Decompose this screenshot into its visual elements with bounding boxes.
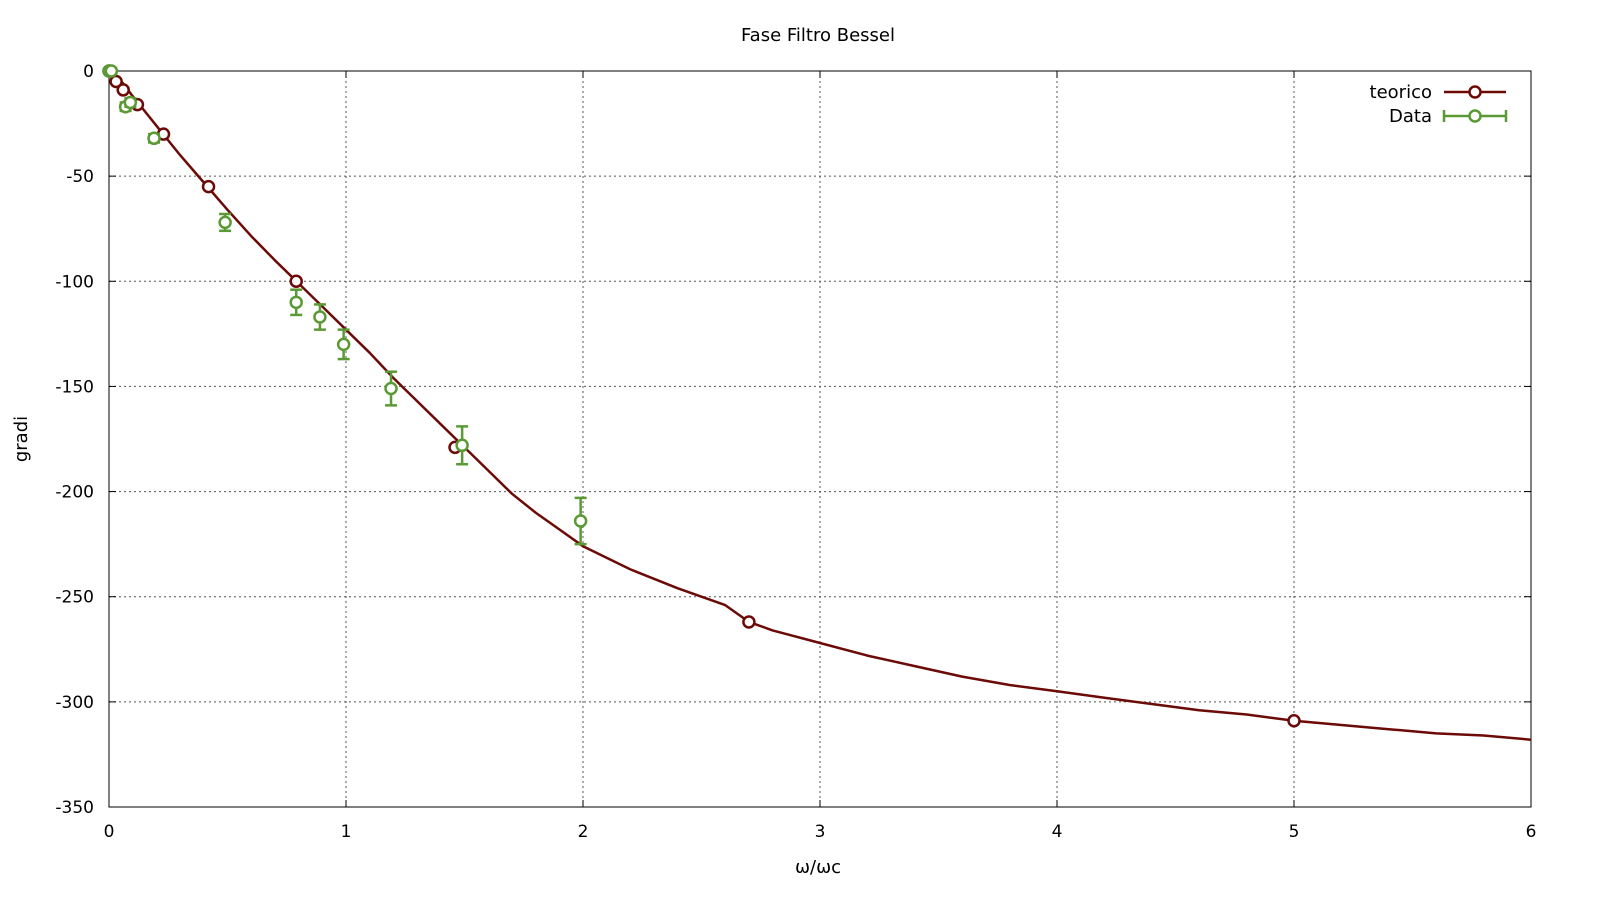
- x-tick-label: 6: [1526, 822, 1537, 842]
- data-point-teorico: [289, 274, 303, 289]
- y-tick-label: -100: [55, 272, 94, 292]
- data-point-teorico: [116, 83, 130, 97]
- legend-marker-data: [1468, 109, 1482, 123]
- legend-label-data: Data: [1389, 106, 1432, 127]
- data-point-teorico: [742, 615, 756, 629]
- y-tick-label: -250: [55, 588, 94, 608]
- data-point-teorico: [109, 74, 123, 89]
- data-point-data: [313, 310, 327, 324]
- x-axis-label: ω/ωc: [795, 857, 841, 878]
- data-point-data: [384, 381, 398, 396]
- data-point-data: [289, 295, 303, 310]
- x-tick-label: 5: [1289, 822, 1300, 842]
- y-axis-ticks: 0 -50 -100 -150 -200 -250 -300 -350: [55, 62, 1531, 818]
- x-tick-label: 1: [341, 822, 352, 842]
- x-tick-label: 2: [578, 822, 589, 842]
- data-point-data: [336, 337, 351, 352]
- data-point-data: [573, 514, 588, 528]
- legend-label-teorico: teorico: [1370, 82, 1432, 103]
- data-point-data: [218, 215, 232, 230]
- grid: [109, 71, 1531, 807]
- y-axis-label: gradi: [11, 416, 32, 462]
- data-point-teorico: [201, 179, 216, 194]
- data-point-teorico: [1287, 714, 1301, 728]
- y-tick-label: 0: [83, 62, 94, 82]
- y-tick-label: -300: [55, 693, 94, 713]
- series-layer: [102, 64, 1532, 741]
- legend-entry-teorico: teorico: [1370, 82, 1506, 103]
- x-tick-label: 0: [104, 822, 115, 842]
- y-tick-label: -350: [55, 798, 94, 818]
- legend-marker-teorico: [1468, 85, 1482, 99]
- series-line-teorico: [108, 70, 1532, 741]
- legend-entry-data: Data: [1389, 106, 1508, 127]
- data-point-data: [455, 438, 469, 453]
- y-tick-label: -50: [66, 167, 94, 187]
- x-axis-ticks: 0 1 2 3 4 5 6: [104, 71, 1537, 842]
- data-point-data: [147, 131, 161, 146]
- y-tick-label: -200: [55, 483, 94, 503]
- data-point-data: [104, 64, 119, 78]
- x-tick-label: 3: [815, 822, 826, 842]
- legend: teorico Data: [1370, 82, 1508, 127]
- chart-title: Fase Filtro Bessel: [741, 25, 895, 46]
- x-tick-label: 4: [1052, 822, 1063, 842]
- data-point-data: [123, 95, 138, 110]
- y-tick-label: -150: [55, 377, 94, 397]
